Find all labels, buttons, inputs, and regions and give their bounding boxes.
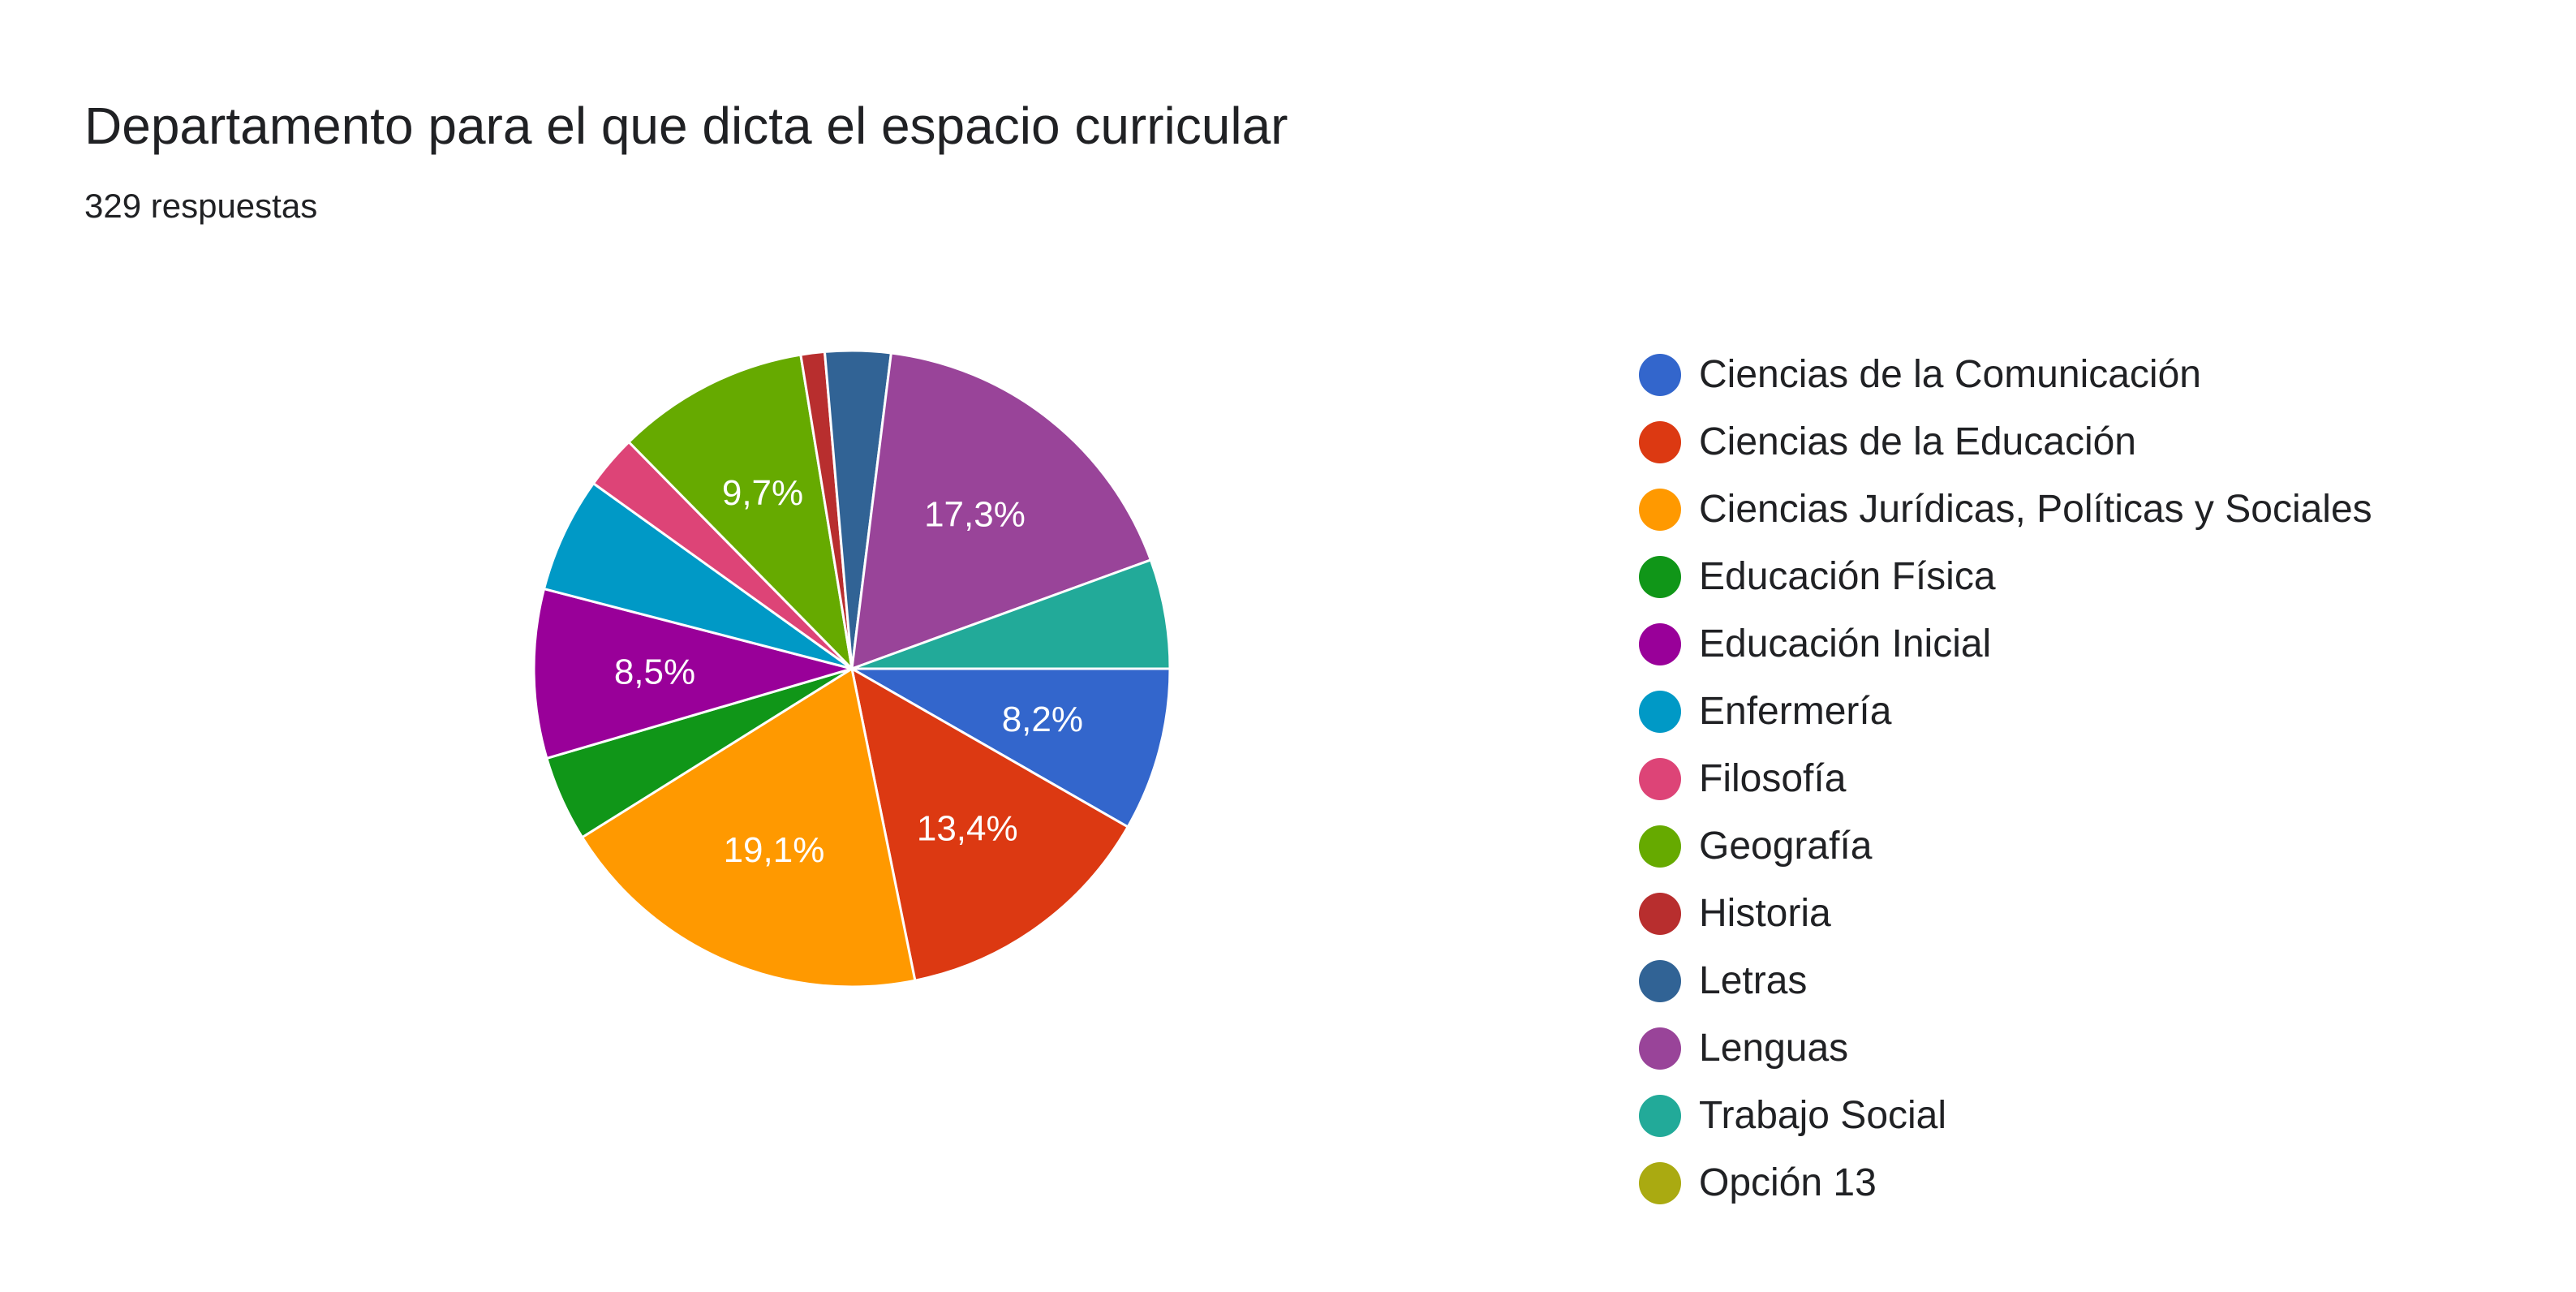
- legend-label: Opción 13: [1699, 1161, 1877, 1204]
- legend-item-geografia[interactable]: Geografía: [1639, 812, 2372, 880]
- legend-label: Filosofía: [1699, 757, 1847, 800]
- pie-slice-ciencias-de-la-comunicacion[interactable]: [847, 667, 1172, 829]
- legend-item-filosofia[interactable]: Filosofía: [1639, 745, 2372, 812]
- legend-swatch: [1639, 420, 1681, 463]
- pie-slice-geografia[interactable]: [626, 353, 854, 673]
- pie-slice-ciencias-de-la-educacion[interactable]: [849, 666, 1130, 982]
- legend-item-trabajo-social[interactable]: Trabajo Social: [1639, 1082, 2372, 1149]
- slice-label-ciencias-de-la-comunicacion: 8,2%: [1002, 700, 1083, 739]
- legend-item-lenguas[interactable]: Lenguas: [1639, 1014, 2372, 1082]
- legend-label: Historia: [1699, 892, 1831, 935]
- legend-swatch: [1639, 959, 1681, 1002]
- pie-slice-educacion-inicial[interactable]: [532, 587, 857, 760]
- legend-item-enfermeria[interactable]: Enfermería: [1639, 678, 2372, 745]
- legend-label: Ciencias de la Comunicación: [1699, 353, 2201, 396]
- pie-slice-lenguas[interactable]: [850, 351, 1153, 671]
- slice-label-educacion-inicial: 8,5%: [614, 652, 695, 691]
- response-count: 329 respuestas: [84, 187, 318, 225]
- legend-swatch: [1639, 1094, 1681, 1137]
- legend-item-ciencias-juridicas-politicas-y-sociales[interactable]: Ciencias Jurídicas, Políticas y Sociales: [1639, 476, 2372, 543]
- legend-item-letras[interactable]: Letras: [1639, 947, 2372, 1014]
- legend-label: Educación Física: [1699, 555, 1996, 598]
- legend-swatch: [1639, 690, 1681, 733]
- legend-label: Letras: [1699, 959, 1808, 1002]
- legend-label: Geografía: [1699, 825, 1873, 868]
- slice-label-ciencias-de-la-educacion: 13,4%: [917, 809, 1018, 849]
- legend-swatch: [1639, 892, 1681, 935]
- legend-item-ciencias-de-la-educacion[interactable]: Ciencias de la Educación: [1639, 408, 2372, 476]
- legend-swatch: [1639, 622, 1681, 665]
- legend-swatch: [1639, 1161, 1681, 1204]
- legend-swatch: [1639, 555, 1681, 598]
- legend-label: Ciencias de la Educación: [1699, 420, 2136, 463]
- legend-item-educacion-fisica[interactable]: Educación Física: [1639, 543, 2372, 610]
- slice-label-geografia: 9,7%: [722, 473, 803, 513]
- chart-title: Departamento para el que dicta el espaci…: [84, 97, 1288, 155]
- pie-slice-ciencias-juridicas-politicas-y-sociales[interactable]: [580, 666, 917, 988]
- legend-item-ciencias-de-la-comunicacion[interactable]: Ciencias de la Comunicación: [1639, 341, 2372, 408]
- pie-slice-trabajo-social[interactable]: [851, 558, 1172, 670]
- legend-label: Educación Inicial: [1699, 622, 1992, 665]
- slice-label-ciencias-juridicas-politicas-y-sociales: 19,1%: [724, 830, 825, 870]
- pie-slice-enfermeria[interactable]: [542, 481, 853, 670]
- slice-label-lenguas: 17,3%: [924, 494, 1026, 534]
- legend-label: Ciencias Jurídicas, Políticas y Sociales: [1699, 488, 2372, 531]
- legend-label: Lenguas: [1699, 1027, 1849, 1070]
- legend-swatch: [1639, 757, 1681, 800]
- legend-swatch: [1639, 353, 1681, 396]
- legend-label: Trabajo Social: [1699, 1094, 1947, 1137]
- legend-swatch: [1639, 1027, 1681, 1070]
- legend-item-educacion-inicial[interactable]: Educación Inicial: [1639, 610, 2372, 678]
- legend-swatch: [1639, 825, 1681, 868]
- legend-swatch: [1639, 488, 1681, 531]
- chart-legend: Ciencias de la Comunicación Ciencias de l…: [1639, 341, 2372, 1217]
- legend-item-opcion-13[interactable]: Opción 13: [1639, 1149, 2372, 1217]
- legend-item-historia[interactable]: Historia: [1639, 880, 2372, 947]
- legend-label: Enfermería: [1699, 690, 1892, 733]
